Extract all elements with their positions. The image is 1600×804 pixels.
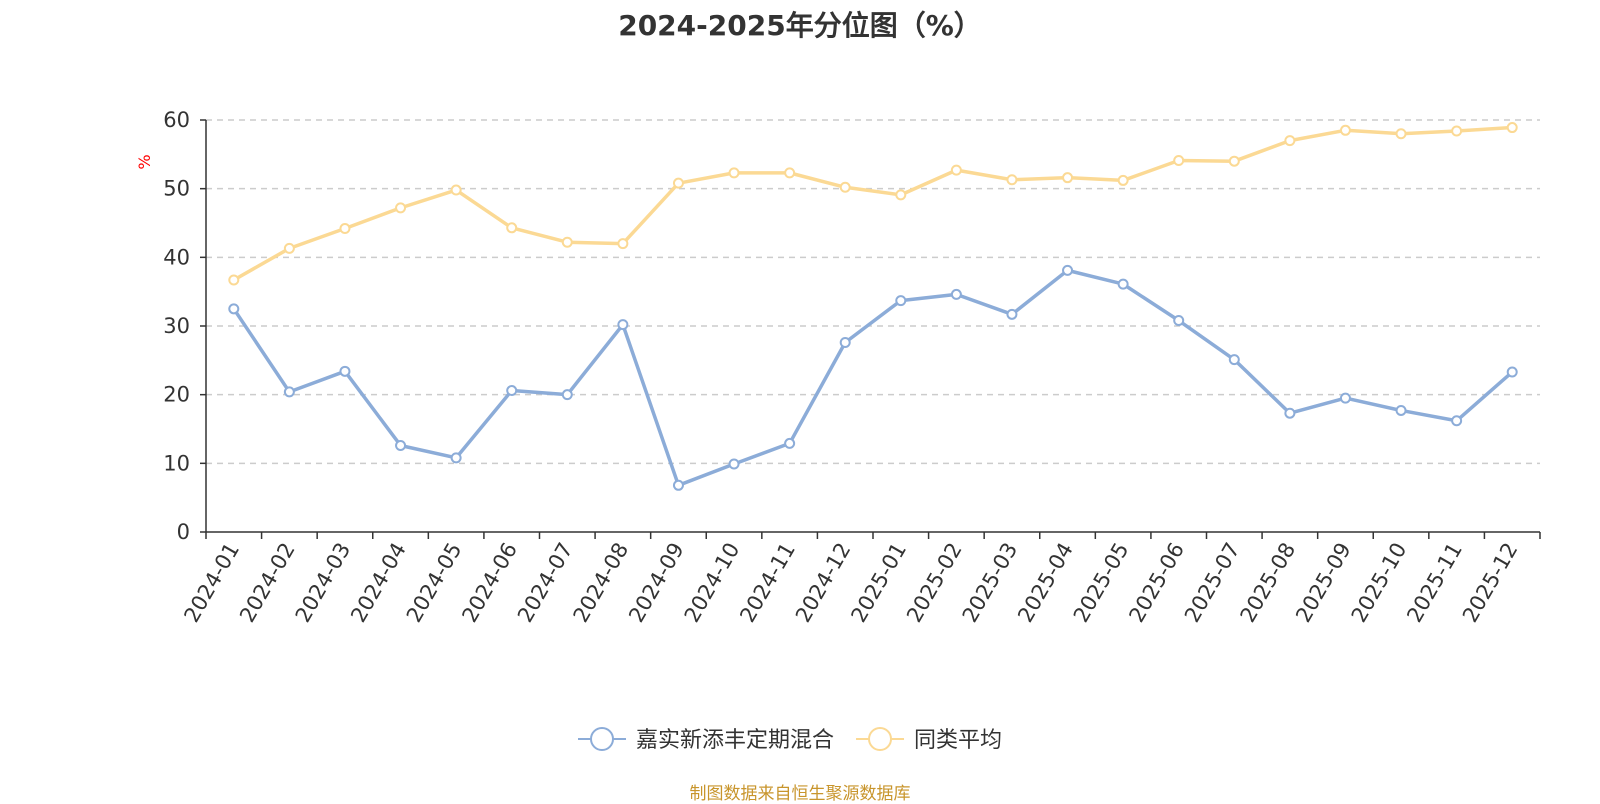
data-point-s0 (1117, 278, 1129, 290)
data-point-s1 (672, 177, 684, 189)
data-point-s0 (561, 389, 573, 401)
data-point-s0 (784, 437, 796, 449)
data-point-s0 (1395, 404, 1407, 416)
source-note: 制图数据来自恒生聚源数据库 (689, 784, 911, 804)
data-point-s1 (283, 242, 295, 254)
x-tick-label: 2024-02 (235, 539, 300, 627)
data-point-s0 (339, 365, 351, 377)
y-tick-label: 60 (163, 108, 190, 132)
x-tick-label: 2025-05 (1069, 539, 1134, 627)
y-tick-label: 10 (163, 451, 190, 475)
x-tick-label: 2025-04 (1013, 539, 1078, 627)
data-point-s1 (617, 238, 629, 250)
data-point-s1 (561, 236, 573, 248)
data-point-s0 (895, 295, 907, 307)
data-point-s0 (1006, 308, 1018, 320)
y-tick-label: 30 (163, 314, 190, 338)
y-tick-label: 50 (163, 177, 190, 201)
x-tick-label: 2025-07 (1180, 539, 1245, 627)
data-point-s1 (895, 189, 907, 201)
x-tick-label: 2025-11 (1402, 539, 1467, 627)
x-tick-label: 2024-12 (791, 539, 856, 627)
data-point-s1 (450, 184, 462, 196)
grid-lines (206, 119, 1540, 465)
x-tick-label: 2025-03 (958, 538, 1023, 626)
data-point-s1 (1284, 135, 1296, 147)
x-tick-label: 2024-04 (346, 539, 411, 627)
data-point-s1 (728, 167, 740, 179)
data-point-s0 (450, 452, 462, 464)
data-point-s0 (672, 479, 684, 491)
data-point-s1 (784, 167, 796, 179)
data-point-s0 (1062, 264, 1074, 276)
data-point-s0 (617, 319, 629, 331)
x-tick-label: 2024-09 (624, 539, 689, 627)
data-point-s0 (1339, 392, 1351, 404)
y-axis-unit: % (135, 154, 154, 169)
y-tick-label: 0 (177, 520, 190, 544)
y-tick-label: 40 (163, 245, 190, 269)
x-tick-labels: 2024-012024-022024-032024-042024-052024-… (179, 538, 1522, 626)
series-points (228, 122, 1518, 491)
axes (200, 119, 1541, 539)
data-point-s1 (1451, 125, 1463, 137)
data-point-s1 (839, 181, 851, 193)
x-tick-label: 2024-10 (680, 539, 745, 627)
data-point-s0 (1173, 315, 1185, 327)
data-point-s1 (1395, 128, 1407, 140)
data-point-s1 (1117, 174, 1129, 186)
chart-title: 2024-2025年分位图（%） (618, 9, 982, 42)
data-point-s1 (506, 222, 518, 234)
y-tick-labels: 0 10 20 30 40 50 60 (163, 108, 190, 544)
x-tick-label: 2025-08 (1236, 539, 1301, 627)
data-point-s1 (1506, 122, 1518, 134)
data-point-s1 (228, 274, 240, 286)
x-tick-label: 2024-08 (569, 539, 634, 627)
x-tick-label: 2024-11 (735, 539, 800, 627)
x-tick-label: 2024-03 (291, 539, 356, 627)
data-point-s0 (1284, 407, 1296, 419)
x-tick-label: 2024-07 (513, 539, 578, 627)
data-point-s0 (950, 288, 962, 300)
x-tick-label: 2024-06 (457, 539, 522, 627)
data-point-s0 (728, 458, 740, 470)
data-point-s1 (1173, 155, 1185, 167)
data-point-s0 (1228, 354, 1240, 366)
x-tick-label: 2025-09 (1291, 539, 1356, 627)
data-point-s1 (1062, 172, 1074, 184)
data-point-s0 (228, 303, 240, 315)
x-tick-label: 2025-01 (846, 539, 911, 627)
data-point-s1 (1228, 155, 1240, 167)
y-tick-label: 20 (163, 383, 190, 407)
legend: 嘉实新添丰定期混合 同类平均 (578, 727, 1002, 753)
x-tick-label: 2025-10 (1347, 539, 1412, 627)
series-line-1 (232, 125, 1513, 282)
data-point-s1 (1339, 124, 1351, 136)
legend-label-0: 嘉实新添丰定期混合 (636, 728, 834, 753)
legend-marker-1 (868, 727, 893, 751)
data-point-s0 (283, 386, 295, 398)
data-point-s0 (395, 439, 407, 451)
x-tick-label: 2025-12 (1458, 539, 1523, 627)
x-tick-label: 2025-02 (902, 539, 967, 627)
x-tick-label: 2024-01 (179, 539, 244, 627)
series-line-0 (232, 268, 1514, 488)
data-point-s1 (395, 202, 407, 214)
data-point-s0 (839, 336, 851, 348)
legend-label-1: 同类平均 (914, 728, 1002, 753)
x-tick-label: 2025-06 (1124, 539, 1189, 627)
data-point-s0 (1451, 415, 1463, 427)
data-point-s1 (1006, 174, 1018, 186)
legend-marker-0 (590, 727, 614, 751)
data-point-s0 (1506, 366, 1518, 378)
data-point-s1 (339, 222, 351, 234)
data-point-s1 (950, 164, 962, 176)
x-tick-label: 2024-05 (402, 539, 467, 627)
series-lines (232, 125, 1514, 488)
data-point-s0 (506, 385, 518, 397)
